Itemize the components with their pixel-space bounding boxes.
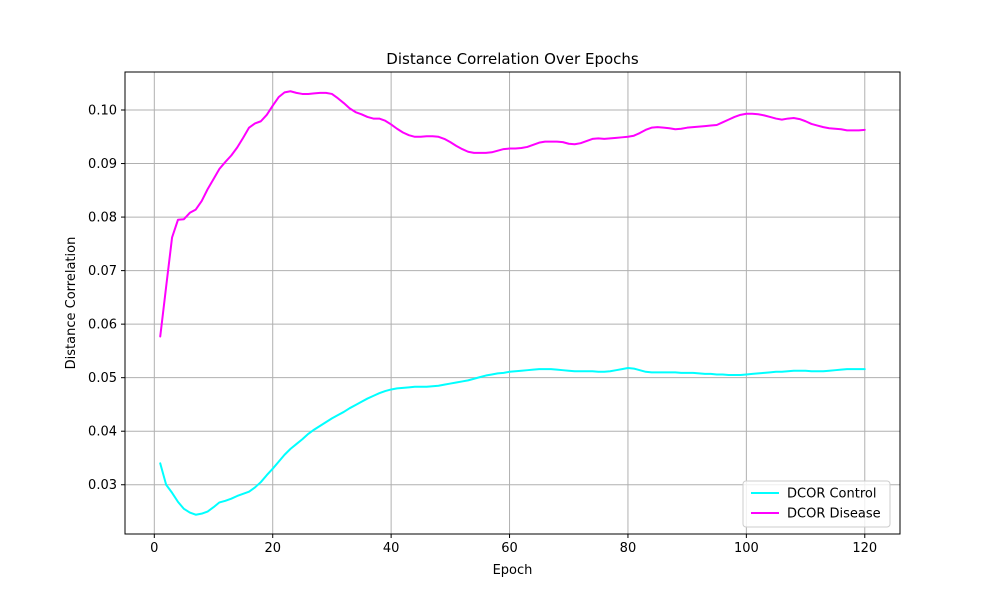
x-tick-label: 60 <box>501 541 518 556</box>
y-tick-label: 0.03 <box>88 478 117 493</box>
y-axis-label: Distance Correlation <box>64 237 79 370</box>
x-tick-label: 100 <box>734 541 759 556</box>
y-tick-label: 0.04 <box>88 425 117 440</box>
y-tick-label: 0.05 <box>88 371 117 386</box>
x-tick-label: 80 <box>620 541 637 556</box>
y-tick-label: 0.10 <box>88 104 117 119</box>
legend-label-control: DCOR Control <box>787 487 876 502</box>
y-tick-label: 0.07 <box>88 264 117 279</box>
series-line-dcor-disease <box>159 90 866 338</box>
legend-label-disease: DCOR Disease <box>787 507 881 522</box>
x-tick-label: 0 <box>150 541 158 556</box>
series-line-dcor-control <box>159 367 866 516</box>
plot-frame <box>124 71 901 535</box>
y-tick-label: 0.08 <box>88 211 117 226</box>
x-axis-label: Epoch <box>493 563 533 578</box>
y-axis-ticks: 0.03 0.04 0.05 0.06 0.07 0.08 0.09 0.10 <box>88 104 125 493</box>
chart-title: Distance Correlation Over Epochs <box>386 50 639 68</box>
y-tick-label: 0.09 <box>88 157 117 172</box>
x-axis-ticks: 0 20 40 60 80 100 120 <box>150 534 877 556</box>
y-tick-label: 0.06 <box>88 318 117 333</box>
series-layer <box>159 90 866 516</box>
x-tick-label: 40 <box>383 541 400 556</box>
legend: DCOR Control DCOR Disease <box>742 480 891 528</box>
legend-box <box>742 480 891 528</box>
x-tick-label: 20 <box>264 541 281 556</box>
x-tick-label: 120 <box>852 541 877 556</box>
